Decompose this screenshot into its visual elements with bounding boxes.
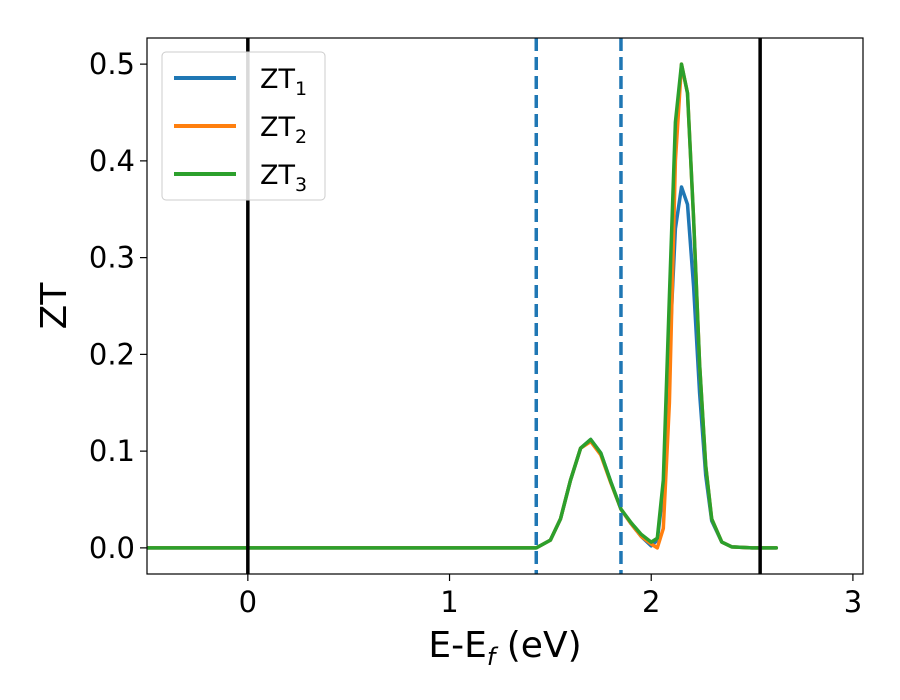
series-line-3 bbox=[147, 62, 779, 550]
x-tick-label: 0 bbox=[239, 585, 257, 619]
legend-label-1: ZT1 bbox=[260, 64, 307, 100]
x-tick-label: 1 bbox=[440, 585, 458, 619]
y-tick-label: 0.4 bbox=[89, 144, 135, 178]
legend-box bbox=[161, 51, 326, 201]
legend: ZT1 ZT2 ZT3 bbox=[161, 51, 326, 201]
axes: 0 1 2 3 0.0 0.1 0.2 0.3 0.4 0.5 bbox=[89, 47, 862, 619]
y-tick-label: 0.2 bbox=[89, 337, 135, 371]
x-axis-label: E-Ef (eV) bbox=[428, 625, 581, 671]
y-tick-label: 0.1 bbox=[89, 434, 135, 468]
x-tick-label: 3 bbox=[844, 585, 862, 619]
x-tick-label: 2 bbox=[642, 585, 660, 619]
series-line-1 bbox=[147, 185, 779, 550]
plot-content bbox=[147, 38, 779, 574]
legend-label-3: ZT3 bbox=[260, 160, 307, 196]
plot-frame bbox=[146, 37, 864, 575]
y-axis-label: ZT bbox=[34, 282, 75, 330]
y-tick-label: 0.3 bbox=[89, 241, 135, 275]
y-tick-label: 0.0 bbox=[89, 531, 135, 565]
y-tick-label: 0.5 bbox=[89, 47, 135, 81]
legend-label-2: ZT2 bbox=[260, 112, 307, 148]
